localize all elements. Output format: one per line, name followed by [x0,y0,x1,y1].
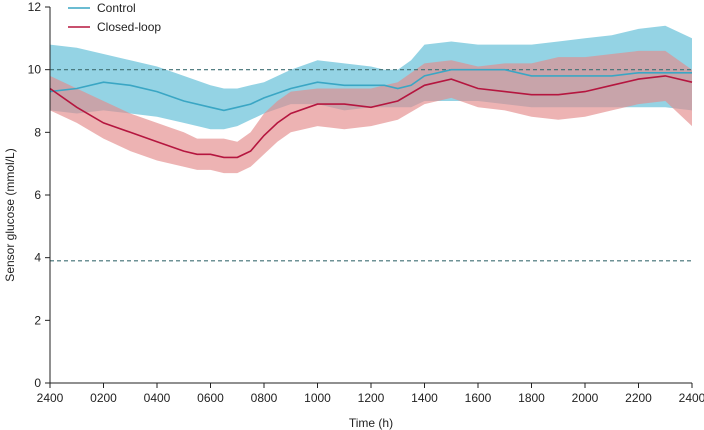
legend: Control Closed-loop [68,1,161,34]
series-line-0 [49,68,692,112]
x-tick-label-0: 2400 [37,391,64,405]
y-tick-label-6: 12 [28,0,42,14]
x-tick-label-7: 1400 [411,391,438,405]
x-tick-label-11: 2200 [625,391,652,405]
x-tick-label-6: 1200 [358,391,385,405]
x-tick-label-12: 2400 [679,391,704,405]
x-tick-label-4: 0800 [251,391,278,405]
y-tick-label-2: 4 [34,251,41,265]
y-axis-title: Sensor glucose (mmol/L) [3,148,17,281]
reference-lines [50,69,692,262]
x-axis-title: Time (h) [349,416,393,430]
x-tick-label-3: 0600 [197,391,224,405]
y-tick-label-4: 8 [34,125,41,139]
x-tick-label-2: 0400 [144,391,171,405]
legend-label-1: Closed-loop [97,20,161,34]
series-band-1 [50,50,692,174]
y-tick-label-1: 2 [34,313,41,327]
series-lines [49,68,693,159]
x-tick-label-10: 2000 [572,391,599,405]
series-line-1 [49,75,693,159]
legend-label-0: Control [97,1,136,15]
x-tick-label-1: 0200 [90,391,117,405]
confidence-bands [50,25,692,174]
y-axis-ticks: 0 2 4 6 8 10 12 [28,0,50,390]
x-tick-label-8: 1600 [465,391,492,405]
x-axis-ticks: 2400 0200 0400 0600 0800 1000 1200 1400 1600 1800… [37,383,704,405]
x-tick-label-5: 1000 [304,391,331,405]
x-tick-label-9: 1800 [518,391,545,405]
y-tick-label-0: 0 [34,376,41,390]
y-tick-label-3: 6 [34,188,41,202]
y-tick-label-5: 10 [28,63,42,77]
